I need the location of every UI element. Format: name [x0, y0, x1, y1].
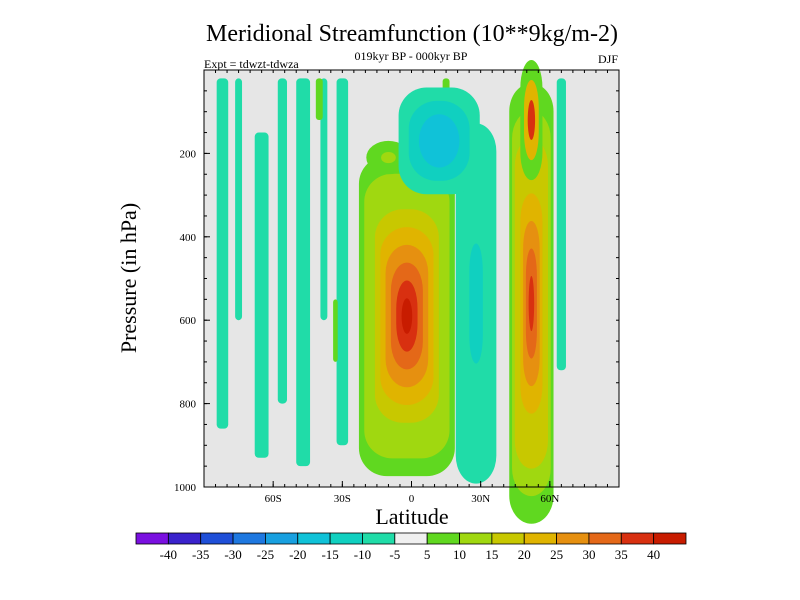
colorbar-label: 15	[485, 547, 498, 562]
colorbar: -40 -35 -30 -25 -20 -15 -10 -5 5 10 15 20 25 30 35 40	[135, 532, 687, 562]
negative-streak	[336, 78, 349, 446]
colorbar-swatch	[459, 532, 493, 545]
y-tick-label: 800	[180, 399, 197, 411]
subtropical-negative-contour	[469, 243, 483, 364]
colorbar-swatch	[426, 532, 460, 545]
colorbar-swatch	[265, 532, 299, 545]
y-tick-label: 200	[180, 148, 197, 160]
tropical-cell-top-contour	[381, 152, 396, 164]
colorbar-swatch	[588, 532, 622, 545]
negative-streak	[556, 78, 566, 371]
colorbar-label: -25	[257, 547, 274, 562]
x-tick-label: 30S	[334, 493, 351, 505]
y-axis-ticks: 200 400 600 800 1000	[174, 90, 619, 494]
colorbar-label: -5	[389, 547, 400, 562]
colorbar-label: -10	[354, 547, 371, 562]
colorbar-swatch	[232, 532, 266, 545]
colorbar-swatch	[200, 532, 234, 545]
x-tick-label: 0	[409, 493, 415, 505]
x-axis-ticks: 60S 30S 0 30N 60N	[215, 70, 608, 505]
colorbar-label: 5	[424, 547, 431, 562]
negative-streak	[254, 132, 269, 458]
upper-negative-contour	[429, 127, 450, 155]
colorbar-swatch	[394, 532, 428, 545]
northern-jet-top-contour	[527, 100, 536, 141]
colorbar-label: 10	[453, 547, 466, 562]
chart-subtitle-center: 019kyr BP - 000kyr BP	[355, 49, 468, 63]
colorbar-label: -15	[321, 547, 338, 562]
colorbar-label: -35	[192, 547, 209, 562]
colorbar-swatch	[167, 532, 202, 545]
chart-subtitle-left: Expt = tdwzt-tdwza	[204, 57, 299, 71]
northern-jet-contour	[528, 275, 535, 332]
colorbar-swatch	[135, 532, 169, 545]
tropical-cell-contour	[401, 298, 413, 334]
x-tick-label: 30N	[471, 493, 490, 505]
positive-streak	[333, 299, 338, 362]
colorbar-swatch	[653, 532, 687, 545]
colorbar-swatch	[329, 532, 363, 545]
colorbar-label: 30	[582, 547, 595, 562]
chart-subtitle-right: DJF	[598, 52, 618, 66]
plot-area: 200 400 600 800 1000 60S 30S 0 30N 60N	[174, 59, 620, 524]
colorbar-swatch	[523, 532, 557, 545]
colorbar-swatch	[620, 532, 655, 545]
colorbar-swatch	[556, 532, 590, 545]
colorbar-swatch	[491, 532, 525, 545]
x-tick-label: 60N	[540, 493, 559, 505]
colorbar-swatch	[362, 532, 396, 545]
colorbar-label: -40	[160, 547, 177, 562]
y-tick-label: 400	[180, 232, 197, 244]
negative-streak	[277, 78, 287, 404]
y-axis-label: Pressure (in hPa)	[116, 203, 141, 353]
colorbar-label: 20	[518, 547, 531, 562]
positive-streak	[315, 78, 323, 121]
negative-streak	[235, 78, 243, 321]
y-tick-label: 600	[180, 315, 197, 327]
chart-title: Meridional Streamfunction (10**9kg/m-2)	[206, 21, 618, 47]
y-tick-label: 1000	[174, 482, 197, 494]
colorbar-label: 25	[550, 547, 563, 562]
colorbar-label: 35	[615, 547, 628, 562]
negative-streak	[216, 78, 229, 429]
colorbar-label: 40	[647, 547, 660, 562]
colorbar-swatch	[297, 532, 331, 545]
negative-streak	[320, 78, 328, 321]
x-tick-label: 60S	[265, 493, 282, 505]
colorbar-label: -30	[224, 547, 241, 562]
contour-fill	[216, 59, 566, 524]
negative-streak	[296, 78, 311, 467]
colorbar-label: -20	[289, 547, 306, 562]
x-axis-label: Latitude	[375, 504, 448, 529]
